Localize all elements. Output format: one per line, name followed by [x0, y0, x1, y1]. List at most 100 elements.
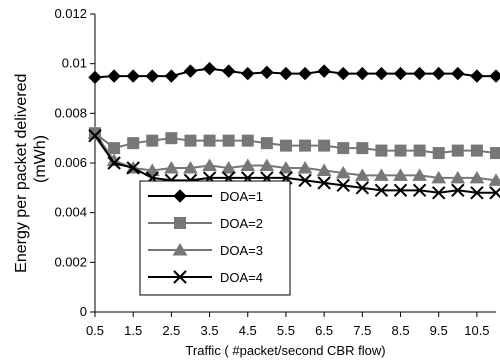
data-point-doa-3 — [221, 160, 237, 174]
legend-marker-doa-3 — [172, 243, 188, 256]
data-point-doa-1 — [317, 64, 331, 78]
data-point-doa-2 — [318, 139, 331, 152]
series-line-doa-1 — [94, 67, 496, 79]
data-point-doa-2 — [279, 139, 292, 152]
data-point-doa-2 — [413, 144, 426, 157]
data-point-doa-4 — [470, 186, 484, 200]
x-tick-label: 0.5 — [86, 323, 104, 338]
data-point-doa-1 — [374, 66, 389, 81]
legend-marker-doa-2 — [174, 217, 186, 229]
data-point-doa-3 — [354, 168, 370, 181]
data-point-doa-3 — [240, 158, 256, 171]
data-point-doa-4 — [107, 156, 121, 170]
y-axis-ticks: 0 0.002 0.004 0.006 0.008 0.01 0.012 — [54, 6, 95, 319]
data-point-doa-4 — [336, 178, 350, 193]
data-point-doa-4 — [489, 186, 500, 200]
x-marker-stroke — [412, 183, 427, 198]
data-point-doa-2 — [299, 139, 312, 152]
data-point-doa-3 — [412, 168, 427, 181]
data-point-doa-1 — [489, 69, 500, 83]
x-tick-label: 1.5 — [124, 323, 142, 338]
data-point-doa-1 — [183, 64, 198, 78]
legend-label-doa-4: DOA=4 — [220, 270, 263, 285]
data-point-doa-1 — [451, 66, 465, 81]
x-marker-stroke — [470, 186, 484, 200]
legend: DOA=1 DOA=2 DOA=3 DOA=4 — [139, 180, 291, 296]
x-marker-stroke — [336, 178, 350, 193]
data-point-doa-2 — [451, 144, 464, 157]
x-marker-stroke — [432, 186, 446, 200]
x-marker-stroke — [88, 128, 102, 143]
data-point-doa-2 — [337, 142, 350, 155]
data-point-doa-2 — [432, 147, 445, 160]
data-point-doa-2 — [146, 134, 159, 147]
data-point-doa-1 — [164, 69, 179, 83]
x-tick-label: 9.5 — [430, 323, 448, 338]
data-point-doa-2 — [394, 144, 407, 157]
legend-marker-doa-1 — [173, 189, 187, 203]
data-point-doa-3 — [469, 170, 485, 184]
x-marker-stroke — [355, 181, 370, 195]
data-point-doa-1 — [393, 66, 408, 81]
data-point-doa-4 — [393, 183, 408, 198]
data-point-doa-3 — [297, 160, 313, 174]
y-tick-label: 0.008 — [54, 105, 87, 120]
data-point-doa-4 — [355, 181, 370, 195]
x-marker-stroke — [126, 161, 140, 175]
x-tick-label: 5.5 — [277, 323, 295, 338]
data-point-doa-2 — [203, 134, 216, 147]
data-point-doa-1 — [107, 69, 121, 83]
y-tick-label: 0.002 — [54, 254, 87, 269]
data-point-doa-2 — [490, 147, 500, 160]
series-line-doa-3 — [94, 132, 497, 182]
x-marker-stroke — [317, 176, 331, 190]
series-layer — [87, 61, 500, 200]
data-point-doa-4 — [412, 183, 427, 198]
data-point-doa-1 — [336, 66, 350, 81]
x-tick-label: 2.5 — [162, 323, 180, 338]
data-point-doa-1 — [145, 69, 159, 83]
series-doa-2 — [89, 127, 500, 160]
data-point-doa-4 — [374, 183, 389, 198]
y-axis-label-line-2: (mWh) — [32, 135, 49, 183]
legend-marker-doa-4 — [173, 270, 187, 284]
x-tick-label: 10.5 — [464, 323, 489, 338]
data-point-doa-3 — [393, 168, 408, 181]
series-line-doa-4 — [94, 135, 496, 194]
data-point-doa-3 — [488, 173, 500, 186]
series-doa-4 — [88, 128, 500, 200]
data-point-doa-2 — [108, 142, 121, 155]
data-point-doa-2 — [470, 144, 483, 157]
data-point-doa-1 — [412, 66, 427, 81]
x-marker-stroke — [298, 173, 312, 188]
legend-label-doa-2: DOA=2 — [220, 216, 263, 231]
data-point-doa-4 — [126, 161, 140, 175]
data-point-doa-3 — [183, 160, 198, 174]
data-point-doa-1 — [88, 70, 102, 85]
data-point-doa-2 — [222, 134, 235, 147]
x-marker-stroke — [489, 187, 500, 200]
data-point-doa-1 — [126, 69, 140, 83]
x-marker-stroke — [393, 183, 408, 198]
data-point-doa-4 — [451, 183, 465, 198]
data-point-doa-3 — [164, 160, 179, 174]
data-point-doa-3 — [278, 160, 294, 174]
x-tick-label: 8.5 — [391, 323, 409, 338]
data-point-doa-4 — [432, 186, 446, 200]
y-axis-label: Energy per packet delivered (mWh) — [13, 69, 49, 273]
x-marker-stroke — [107, 156, 121, 170]
x-marker-stroke — [374, 183, 389, 198]
x-marker-stroke — [173, 270, 187, 284]
data-point-doa-1 — [202, 61, 217, 76]
y-tick-label: 0.01 — [62, 56, 87, 71]
y-tick-label: 0.006 — [54, 155, 87, 170]
data-point-doa-2 — [127, 137, 140, 150]
data-point-doa-1 — [432, 66, 446, 81]
y-axis-label-line-1: Energy per packet delivered — [13, 74, 30, 273]
x-axis-label: Traffic ( #packet/second CBR flow) — [185, 343, 385, 358]
x-tick-label: 6.5 — [315, 323, 333, 338]
y-tick-label: 0.012 — [54, 6, 87, 21]
data-point-doa-3 — [316, 163, 332, 176]
data-point-doa-4 — [317, 176, 331, 190]
